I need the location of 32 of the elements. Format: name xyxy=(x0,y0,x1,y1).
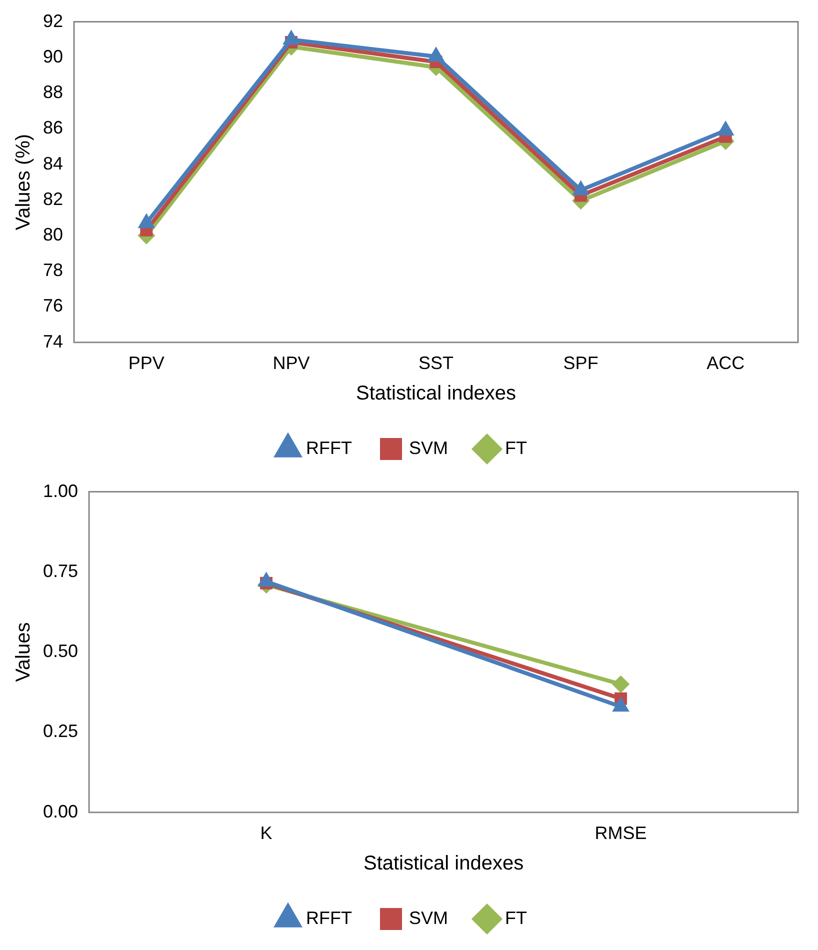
x-tick-label: RMSE xyxy=(594,823,647,844)
legend-label: SVM xyxy=(408,438,448,458)
y-tick-label: 80 xyxy=(42,224,64,244)
legend-label: FT xyxy=(505,908,527,928)
y-axis-title: Values (%) xyxy=(12,134,35,230)
y-tick-label: 1.00 xyxy=(42,480,78,501)
y-tick-label: 84 xyxy=(42,153,64,174)
x-tick-label: PPV xyxy=(128,353,164,374)
y-tick-label: 88 xyxy=(42,82,64,102)
y-tick-label: 92 xyxy=(42,10,64,31)
y-tick-label: 0.25 xyxy=(42,721,78,742)
legend-label: RFFT xyxy=(306,908,352,928)
x-tick-label: NPV xyxy=(272,353,310,374)
x-tick-label: K xyxy=(260,823,272,844)
y-tick-label: 90 xyxy=(42,46,64,66)
y-tick-label: 86 xyxy=(42,118,64,138)
x-tick-label: SST xyxy=(418,353,454,374)
y-tick-label: 82 xyxy=(42,188,64,209)
x-axis-title: Statistical indexes xyxy=(363,852,524,875)
y-tick-label: 74 xyxy=(42,331,64,352)
legend-label: SVM xyxy=(408,908,448,928)
y-tick-label: 0.75 xyxy=(42,560,78,581)
x-axis-title: Statistical indexes xyxy=(356,382,516,405)
y-axis-title: Values xyxy=(12,622,35,682)
legend-label: RFFT xyxy=(306,438,352,458)
x-tick-label: SPF xyxy=(563,353,598,374)
x-tick-label: ACC xyxy=(706,353,745,374)
y-tick-label: 0.50 xyxy=(42,641,78,662)
y-tick-label: 0.00 xyxy=(42,801,78,822)
y-tick-label: 76 xyxy=(42,296,64,316)
y-tick-label: 78 xyxy=(42,260,64,280)
legend-label: FT xyxy=(505,438,527,458)
